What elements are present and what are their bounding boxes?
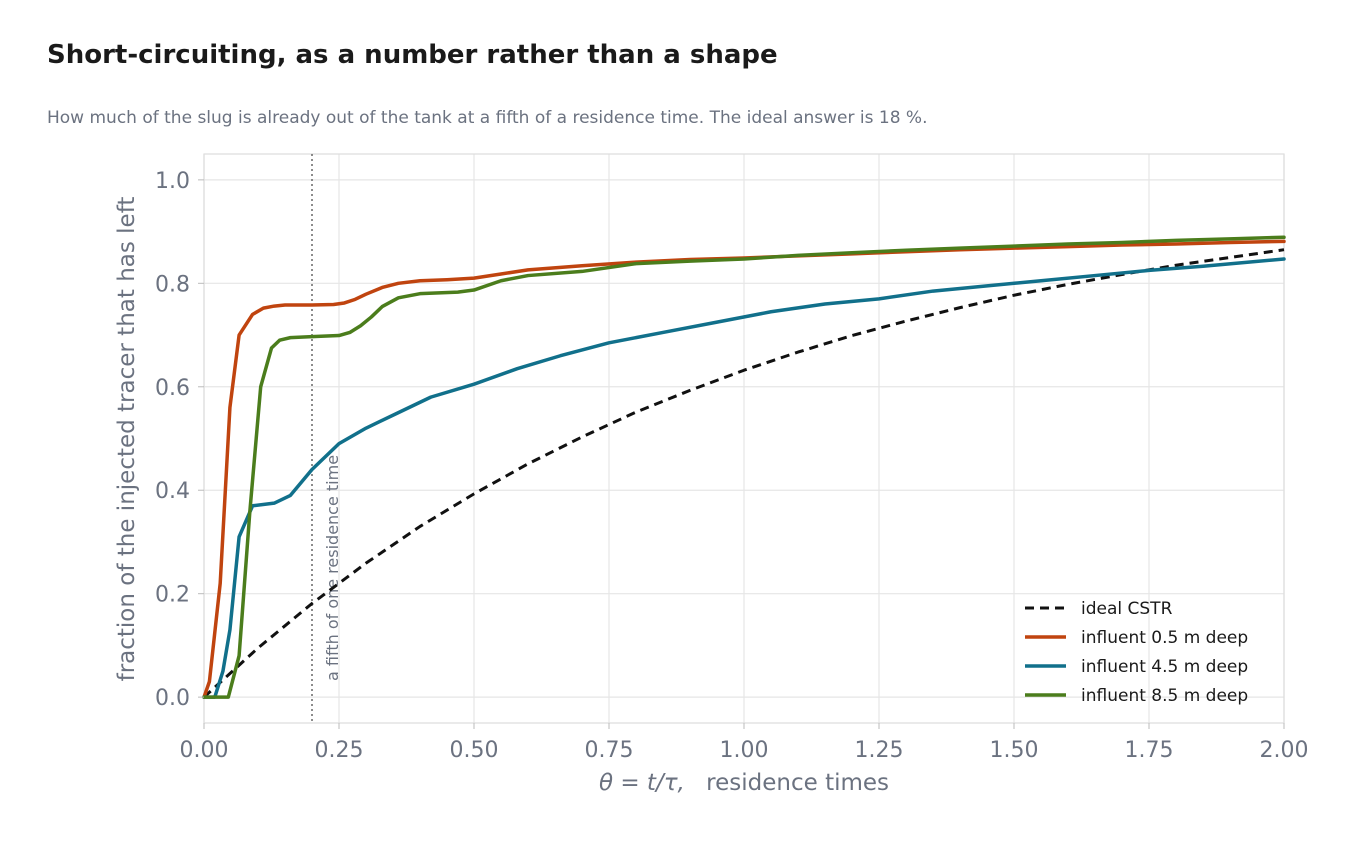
y-axis-label: fraction of the injected tracer that has… xyxy=(114,197,140,682)
x-tick-label: 0.75 xyxy=(585,738,634,763)
series-layer xyxy=(202,235,1286,699)
y-tick-label: 0.8 xyxy=(155,272,190,297)
x-axis-label-text: residence times xyxy=(706,770,889,796)
x-tick-label: 0.25 xyxy=(315,738,364,763)
chart-title: Short-circuiting, as a number rather tha… xyxy=(47,40,778,70)
x-tick-label: 0.50 xyxy=(450,738,499,763)
reference-line-layer: a fifth of one residence time xyxy=(311,154,342,723)
series-line-0 xyxy=(202,248,1285,699)
x-tick-label: 1.25 xyxy=(855,738,904,763)
legend-label-3: influent 8.5 m deep xyxy=(1081,686,1248,706)
y-tick-label: 0.6 xyxy=(155,376,190,401)
x-axis-label-math: θ = t/τ, xyxy=(599,770,685,796)
tick-label-layer: 0.00 0.25 0.50 0.75 1.00 1.25 1.50 1.75 2.00 0.0 0… xyxy=(155,169,1308,763)
x-tick-label: 2.00 xyxy=(1260,738,1309,763)
x-tick-label: 0.00 xyxy=(180,738,229,763)
y-tick-label: 1.0 xyxy=(155,169,190,194)
legend-label-1: influent 0.5 m deep xyxy=(1081,628,1248,648)
x-axis-label: θ = t/τ, residence times xyxy=(599,770,889,796)
x-tick-label: 1.50 xyxy=(990,738,1039,763)
y-tick-label: 0.2 xyxy=(155,583,190,608)
legend: ideal CSTR influent 0.5 m deep influent 4.… xyxy=(1025,599,1248,706)
chart-subtitle: How much of the slug is already out of t… xyxy=(47,108,928,128)
fifth-residence-time-label: a fifth of one residence time xyxy=(323,455,342,681)
legend-label-0: ideal CSTR xyxy=(1081,599,1173,619)
x-tick-label: 1.75 xyxy=(1125,738,1174,763)
y-tick-label: 0.4 xyxy=(155,479,190,504)
legend-label-2: influent 4.5 m deep xyxy=(1081,657,1248,677)
series-line-3 xyxy=(202,235,1286,699)
y-tick-label: 0.0 xyxy=(155,686,190,711)
x-tick-label: 1.00 xyxy=(720,738,769,763)
